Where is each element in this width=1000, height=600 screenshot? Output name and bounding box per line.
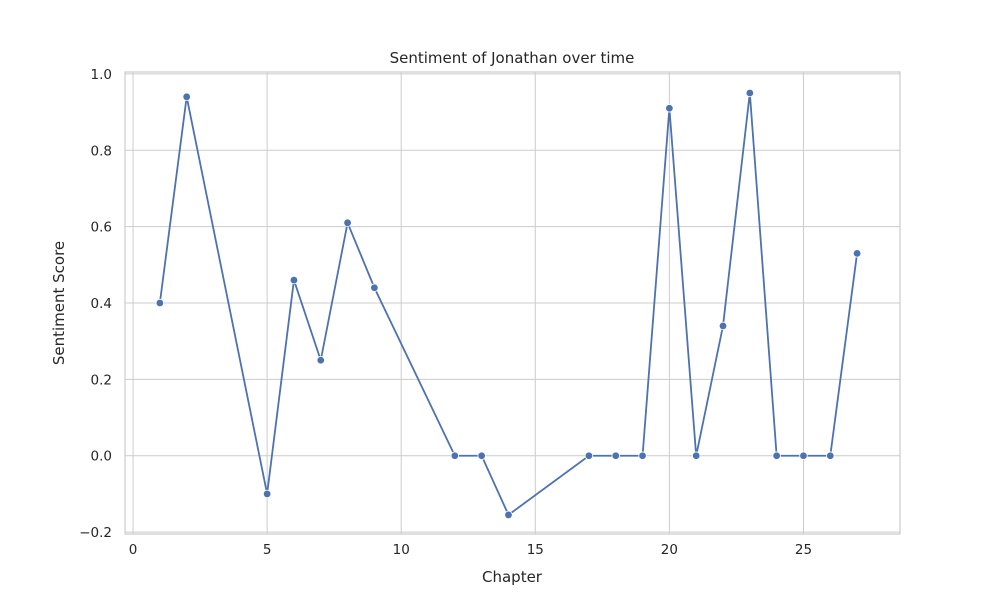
- x-tick-label: 10: [393, 542, 410, 558]
- y-axis-label: Sentiment Score: [50, 241, 68, 365]
- y-tick-label: 0.4: [91, 296, 112, 312]
- x-axis-label: Chapter: [482, 568, 543, 586]
- y-tick-label: 0.0: [91, 449, 112, 465]
- data-point: [852, 249, 862, 258]
- data-point: [718, 321, 728, 331]
- x-tick-label: 15: [527, 542, 544, 558]
- data-point: [262, 489, 272, 499]
- y-tick-label: 1.0: [91, 67, 112, 83]
- data-point: [343, 218, 352, 228]
- data-point: [584, 451, 594, 460]
- x-tick-label: 5: [263, 542, 272, 558]
- grid-lines: [125, 72, 900, 534]
- tick-labels: 0 5 10 15 20 25 −0.2 0.0 0.2 0.4 0.6 0.8 1.0: [79, 67, 812, 558]
- data-point: [826, 451, 835, 460]
- data-point: [665, 104, 674, 113]
- data-point: [611, 451, 620, 460]
- data-point: [745, 88, 755, 98]
- data-point: [450, 451, 460, 460]
- y-tick-label: 0.6: [91, 220, 112, 236]
- chart-title: Sentiment of Jonathan over time: [390, 49, 635, 67]
- data-point: [799, 451, 808, 460]
- data-point: [691, 451, 701, 460]
- data-point: [772, 451, 781, 460]
- x-tick-label: 25: [795, 542, 812, 558]
- x-tick-label: 0: [129, 542, 138, 558]
- data-point: [155, 298, 165, 308]
- data-point: [638, 451, 647, 460]
- series-layer: [155, 88, 862, 520]
- plot-frame: [124, 71, 901, 535]
- data-point: [316, 356, 325, 365]
- y-tick-label: 0.2: [91, 372, 112, 388]
- y-tick-label: 0.8: [91, 143, 112, 159]
- data-point: [182, 92, 191, 102]
- data-point: [504, 510, 513, 520]
- series-line: [158, 92, 858, 517]
- x-tick-label: 20: [661, 542, 678, 558]
- data-point: [370, 283, 379, 292]
- y-tick-label: −0.2: [79, 525, 112, 541]
- data-point: [477, 451, 486, 460]
- data-point: [289, 275, 299, 285]
